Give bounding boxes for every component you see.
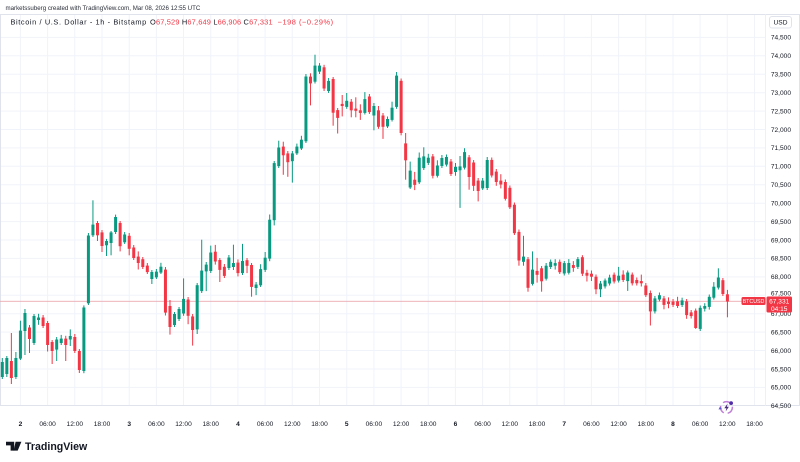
- svg-text:70,000: 70,000: [771, 201, 792, 208]
- svg-text:7: 7: [562, 421, 566, 428]
- svg-text:4: 4: [236, 421, 240, 428]
- svg-text:18:00: 18:00: [420, 421, 437, 428]
- svg-text:Bitcoin / U.S. Dollar - 1h - B: Bitcoin / U.S. Dollar - 1h - Bitstamp: [11, 18, 147, 27]
- svg-text:12:00: 12:00: [175, 421, 192, 428]
- svg-text:TradingView: TradingView: [25, 441, 88, 453]
- svg-text:18:00: 18:00: [311, 421, 328, 428]
- svg-text:06:00: 06:00: [39, 421, 56, 428]
- svg-text:12:00: 12:00: [719, 421, 736, 428]
- svg-text:BTCUSD: BTCUSD: [743, 299, 765, 305]
- svg-text:18:00: 18:00: [529, 421, 546, 428]
- svg-text:67,331: 67,331: [769, 298, 790, 305]
- svg-text:18:00: 18:00: [94, 421, 111, 428]
- svg-text:5: 5: [345, 421, 349, 428]
- svg-text:68,000: 68,000: [771, 274, 792, 281]
- svg-text:18:00: 18:00: [202, 421, 219, 428]
- svg-text:71,500: 71,500: [771, 145, 792, 152]
- svg-text:18:00: 18:00: [746, 421, 763, 428]
- svg-text:12:00: 12:00: [393, 421, 410, 428]
- svg-text:O67,529 H67,649 L66,906 C67,33: O67,529 H67,649 L66,906 C67,331 −198 (−0…: [150, 18, 334, 27]
- svg-text:06:00: 06:00: [257, 421, 274, 428]
- svg-text:72,500: 72,500: [771, 108, 792, 115]
- svg-text:69,000: 69,000: [771, 237, 792, 244]
- svg-text:06:00: 06:00: [366, 421, 383, 428]
- svg-text:12:00: 12:00: [502, 421, 519, 428]
- svg-text:70,500: 70,500: [771, 182, 792, 189]
- svg-text:12:00: 12:00: [67, 421, 84, 428]
- svg-text:06:00: 06:00: [474, 421, 491, 428]
- svg-text:73,500: 73,500: [771, 72, 792, 79]
- svg-text:04:15: 04:15: [771, 306, 788, 313]
- svg-text:3: 3: [127, 421, 131, 428]
- svg-text:66,500: 66,500: [771, 329, 792, 336]
- svg-text:USD: USD: [774, 20, 788, 27]
- svg-text:67,000: 67,000: [771, 311, 792, 318]
- svg-text:65,500: 65,500: [771, 366, 792, 373]
- svg-text:6: 6: [454, 421, 458, 428]
- svg-text:66,000: 66,000: [771, 348, 792, 355]
- svg-text:06:00: 06:00: [148, 421, 165, 428]
- svg-text:71,000: 71,000: [771, 164, 792, 171]
- svg-text:64,500: 64,500: [771, 403, 792, 410]
- svg-text:74,500: 74,500: [771, 35, 792, 42]
- svg-text:06:00: 06:00: [583, 421, 600, 428]
- svg-text:8: 8: [671, 421, 675, 428]
- svg-text:12:00: 12:00: [610, 421, 627, 428]
- svg-text:74,000: 74,000: [771, 53, 792, 60]
- svg-text:72,000: 72,000: [771, 127, 792, 134]
- svg-text:65,000: 65,000: [771, 385, 792, 392]
- svg-text:marketssuberg created with Tra: marketssuberg created with TradingView.c…: [6, 5, 201, 12]
- svg-text:2: 2: [19, 421, 23, 428]
- svg-text:12:00: 12:00: [284, 421, 301, 428]
- svg-text:68,500: 68,500: [771, 256, 792, 263]
- svg-text:06:00: 06:00: [692, 421, 709, 428]
- svg-text:18:00: 18:00: [638, 421, 655, 428]
- svg-text:73,000: 73,000: [771, 90, 792, 97]
- svg-text:67,500: 67,500: [771, 291, 792, 298]
- svg-text:69,500: 69,500: [771, 219, 792, 226]
